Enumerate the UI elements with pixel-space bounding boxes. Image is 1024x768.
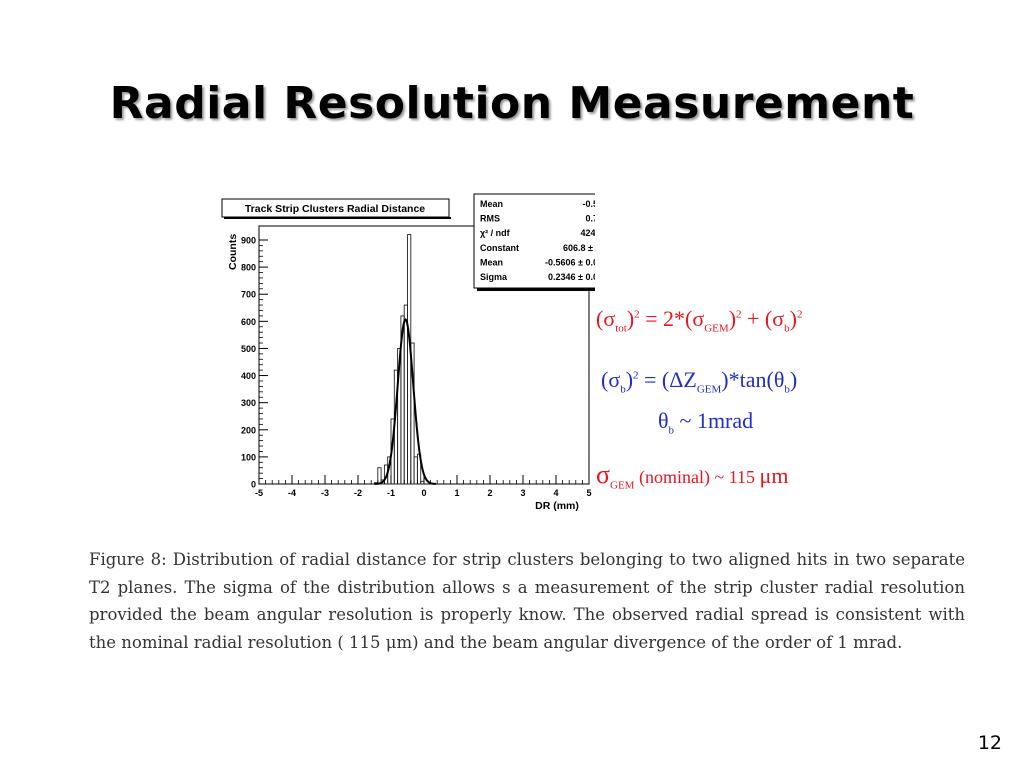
- x-tick-label: 5: [586, 488, 591, 498]
- x-tick-label: -2: [354, 488, 362, 498]
- chart-title: Track Strip Clusters Radial Distance: [245, 203, 425, 215]
- stats-label: Mean: [480, 199, 503, 209]
- stats-value: -0.5606 ± 0.0057: [545, 257, 595, 267]
- slide-title: Radial Resolution Measurement: [109, 78, 915, 129]
- stats-label: Sigma: [480, 272, 508, 282]
- stats-value: 424 / 12: [580, 228, 595, 238]
- chart-title-shadow: [224, 217, 451, 219]
- x-tick-label: 0: [421, 488, 426, 498]
- y-tick-label: 900: [241, 236, 256, 246]
- y-tick-label: 700: [241, 290, 256, 300]
- fit-curve: [374, 318, 436, 485]
- stats-value: -0.5529: [582, 199, 595, 209]
- y-tick-label: 500: [241, 344, 256, 354]
- equation-sigma-total: (σtot)2 = 2*(σGEM)2 + (σb)2: [596, 306, 803, 335]
- y-tick-label: 0: [251, 480, 256, 490]
- x-tick-label: 2: [487, 488, 492, 498]
- equation-sigma-gem: σGEM (nominal) ~ 115 μm: [596, 460, 789, 492]
- slide-number: 12: [977, 732, 1002, 754]
- y-tick-label: 800: [241, 263, 256, 273]
- x-tick-label: -1: [387, 488, 395, 498]
- equation-theta-b: θb ~ 1mrad: [658, 408, 754, 437]
- histogram-bar: [410, 342, 415, 485]
- x-tick-label: -3: [321, 488, 329, 498]
- x-tick-label: 4: [553, 488, 558, 498]
- x-tick-label: -4: [288, 488, 296, 498]
- stats-value: 606.8 ± 19.3: [563, 243, 595, 253]
- y-tick-label: 200: [241, 425, 256, 435]
- x-axis-label: DR (mm): [535, 500, 579, 512]
- y-axis: 0 100 200 300 400 500 600 700 800 900: [241, 236, 268, 490]
- x-tick-label: 1: [454, 488, 459, 498]
- stats-box-frame: [473, 193, 595, 289]
- stats-label: Constant: [480, 243, 519, 253]
- histogram-chart: 0 100 200 300 400 500 600 700 800 900 -5 -4 -3 -2 -1 0…: [215, 188, 595, 518]
- y-tick-label: 300: [241, 398, 256, 408]
- stats-label: Mean: [480, 257, 503, 267]
- stats-value: 0.7376: [585, 214, 595, 224]
- y-tick-label: 600: [241, 317, 256, 327]
- chart-title-box: Track Strip Clusters Radial Distance: [221, 198, 451, 219]
- equation-sigma-b: (σb)2 = (ΔZGEM)*tan(θb): [601, 367, 798, 396]
- stats-box: Mean -0.5529 RMS 0.7376 χ² / ndf 424 / 12 Cons…: [473, 193, 595, 291]
- figure-caption: Figure 8: Distribution of radial distanc…: [89, 550, 965, 652]
- stats-label: RMS: [480, 214, 500, 224]
- y-tick-label: 400: [241, 371, 256, 381]
- x-tick-label: -5: [255, 488, 263, 498]
- y-axis-label: Counts: [227, 234, 239, 270]
- stats-label: χ² / ndf: [480, 228, 511, 238]
- gaussian-fit: [374, 318, 436, 485]
- x-axis: -5 -4 -3 -2 -1 0 1 2 3 4 5: [255, 475, 592, 498]
- y-tick-label: 100: [241, 452, 256, 462]
- x-tick-label: 3: [520, 488, 525, 498]
